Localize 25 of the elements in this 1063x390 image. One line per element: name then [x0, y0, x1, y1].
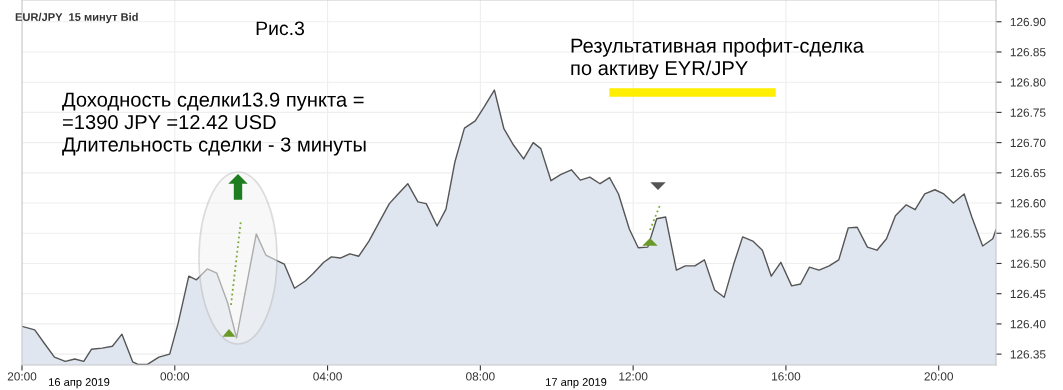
annotation: Доходность сделки13.9 пункта = =1390 JPY =12.42 USD Длительность сделки - 3 минуты [62, 92, 366, 156]
text: 17 апр 2019 [546, 378, 607, 389]
y-tick-label: 126.80 [1010, 78, 1046, 87]
y-tick-label: 126.55 [1010, 229, 1046, 238]
y-tick-label: 126.45 [1010, 289, 1046, 299]
x-tick-label: 04:00 [313, 372, 342, 381]
x-tick-label: 00:00 [160, 372, 190, 381]
y-tick-label: 126.75 [1010, 108, 1046, 117]
y-tick-label: 126.65 [1010, 168, 1046, 178]
y-tick-label: 126.85 [1010, 48, 1046, 57]
y-tick-label: 126.50 [1010, 259, 1046, 268]
text: 16 апр 2019 [49, 378, 110, 389]
annotation: Рис.3 [256, 21, 305, 36]
y-tick-label: 126.60 [1010, 199, 1046, 208]
x-tick-label: 12:00 [619, 372, 648, 381]
x-tick-label: 20:00 [924, 372, 954, 381]
y-tick-label: 126.35 [1010, 350, 1046, 359]
text: EUR/JPY 15 минут Bid [15, 12, 138, 24]
x-tick-label: 16:00 [772, 372, 801, 381]
x-tick-label: 08:00 [466, 372, 495, 381]
y-tick-label: 126.70 [1010, 138, 1046, 148]
x-tick-label: 20:00 [7, 372, 37, 381]
y-tick-label: 126.40 [1010, 319, 1046, 329]
annotation: Результативная профит-сделка по активу EYR/JPY [571, 38, 864, 80]
y-tick-label: 126.90 [1010, 17, 1046, 27]
